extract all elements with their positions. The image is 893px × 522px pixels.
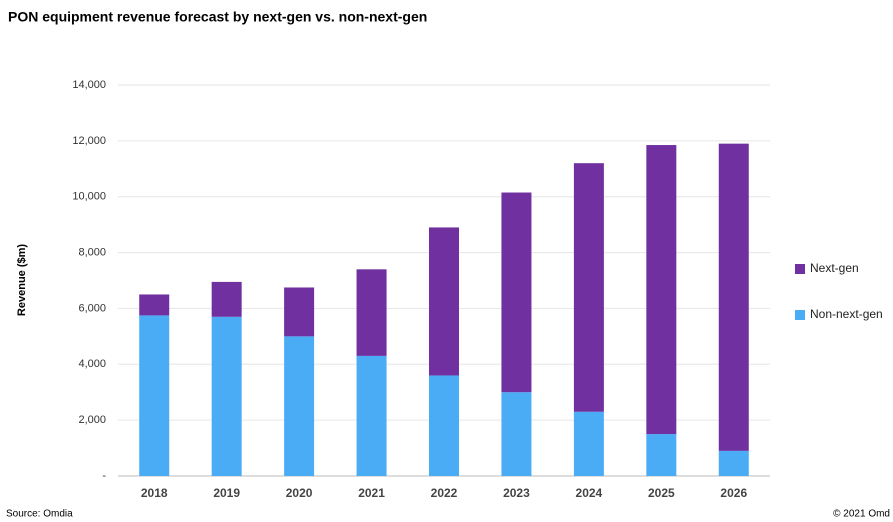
bar-segment <box>573 411 604 476</box>
x-tick-label: 2021 <box>358 486 385 500</box>
copyright: © 2021 Omd <box>833 509 890 520</box>
bar-segment <box>139 315 170 476</box>
bar-segment <box>284 336 315 476</box>
x-tick-label: 2019 <box>213 486 240 500</box>
bar-segment <box>356 269 387 356</box>
bar-segment <box>573 163 604 412</box>
legend-swatch <box>795 310 805 320</box>
x-tick-label: 2022 <box>431 486 458 500</box>
x-tick-label: 2024 <box>576 486 603 500</box>
legend-swatch <box>795 264 805 274</box>
bar-segment <box>718 450 749 476</box>
bar-segment <box>501 392 532 476</box>
y-tick-label: 8,000 <box>78 246 106 258</box>
bar-segment <box>356 355 387 476</box>
bar-segment <box>139 294 170 316</box>
y-tick-label: 4,000 <box>78 358 106 370</box>
y-tick-label: 10,000 <box>72 191 106 203</box>
y-tick-label: - <box>102 470 106 482</box>
legend-label: Next-gen <box>810 261 859 275</box>
legend-label: Non-next-gen <box>810 307 883 321</box>
x-tick-label: 2023 <box>503 486 530 500</box>
bar-segment <box>646 434 677 476</box>
bar-segment <box>284 287 315 337</box>
bar-segment <box>211 281 242 317</box>
y-tick-label: 14,000 <box>72 79 106 91</box>
chart-title: PON equipment revenue forecast by next-g… <box>8 9 427 25</box>
bar-segment <box>501 192 532 393</box>
y-tick-label: 2,000 <box>78 414 106 426</box>
bar-segment <box>211 316 242 476</box>
x-tick-label: 2020 <box>286 486 313 500</box>
y-tick-label: 12,000 <box>72 135 106 147</box>
y-axis-label: Revenue ($m) <box>16 244 28 316</box>
y-tick-label: 6,000 <box>78 302 106 314</box>
bar-segment <box>429 375 459 476</box>
x-tick-label: 2025 <box>648 486 675 500</box>
bar-segment <box>646 145 677 435</box>
bar-segment <box>429 227 459 376</box>
x-tick-label: 2026 <box>720 486 747 500</box>
bar-segment <box>718 143 749 451</box>
source: Source: Omdia <box>6 509 73 520</box>
x-tick-label: 2018 <box>141 486 168 500</box>
